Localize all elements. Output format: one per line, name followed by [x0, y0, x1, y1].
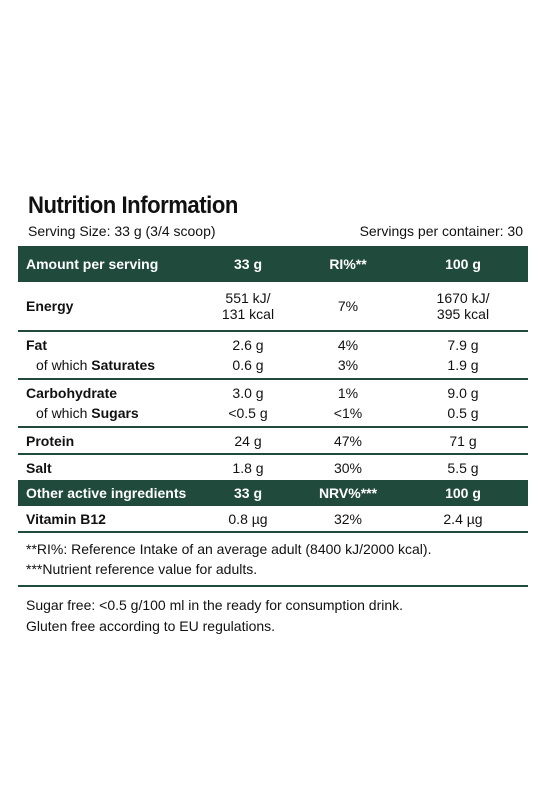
footnote-nrv: ***Nutrient reference value for adults.	[26, 561, 258, 577]
gluten-free-note: Gluten free according to EU regulations.	[26, 618, 276, 634]
fat-per100: 7.9 g	[398, 330, 528, 355]
table-row-carbohydrate: Carbohydrate 3.0 g 1% 9.0 g	[18, 378, 528, 403]
energy-serving: 551 kJ/ 131 kcal	[198, 282, 298, 331]
vitamin-b12-label: Vitamin B12	[18, 506, 198, 533]
table-row-energy: Energy 551 kJ/ 131 kcal 7% 1670 kJ/ 395 …	[18, 282, 528, 331]
fat-ri: 4%	[298, 330, 398, 355]
saturates-label: of which Saturates	[18, 355, 198, 379]
saturates-per100: 1.9 g	[447, 357, 479, 373]
protein-per100: 71 g	[398, 426, 528, 454]
sugars-prefix: of which	[36, 405, 92, 421]
carbohydrate-label: Carbohydrate	[18, 378, 198, 403]
servings-per-container: Servings per container: 30	[359, 223, 523, 239]
table-row-salt: Salt 1.8 g 30% 5.5 g	[18, 453, 528, 480]
header2-serving: 33 g	[198, 480, 298, 506]
footer-notes: Sugar free: <0.5 g/100 ml in the ready f…	[18, 587, 528, 645]
salt-per100: 5.5 g	[398, 453, 528, 480]
sugar-free-note: Sugar free: <0.5 g/100 ml in the ready f…	[26, 597, 404, 613]
vitamin-b12-nrv: 32%	[298, 506, 398, 533]
energy-per100-kcal: 395 kcal	[436, 306, 490, 322]
carbohydrate-ri: 1%	[298, 378, 398, 403]
protein-label: Protein	[18, 426, 198, 454]
fat-serving: 2.6 g	[198, 330, 298, 355]
table-row-protein: Protein 24 g 47% 71 g	[18, 426, 528, 454]
header2-ingredients: Other active ingredients	[18, 480, 198, 506]
header-amount: Amount per serving	[18, 246, 198, 282]
sugars-name: Sugars	[91, 405, 139, 421]
protein-serving: 24 g	[198, 426, 298, 454]
table-row-vitamin-b12: Vitamin B12 0.8 µg 32% 2.4 µg	[18, 506, 528, 533]
sugars-ri: <1%	[333, 405, 363, 421]
footnote-ri: **RI%: Reference Intake of an average ad…	[26, 541, 432, 557]
sugars-label: of which Sugars	[18, 403, 198, 427]
energy-per100-kj: 1670 kJ/	[436, 290, 490, 306]
sugars-per100: 0.5 g	[447, 405, 479, 421]
energy-serving-kcal: 131 kcal	[221, 306, 275, 322]
carbohydrate-serving: 3.0 g	[198, 378, 298, 403]
energy-serving-kj: 551 kJ/	[225, 290, 271, 306]
fat-label: Fat	[18, 330, 198, 355]
salt-ri: 30%	[298, 453, 398, 480]
table-row-fat: Fat 2.6 g 4% 7.9 g	[18, 330, 528, 355]
table-header: Amount per serving 33 g RI%** 100 g	[18, 246, 528, 282]
saturates-name: Saturates	[91, 357, 156, 373]
saturates-prefix: of which	[36, 357, 92, 373]
sugars-serving: <0.5 g	[228, 405, 268, 421]
header-serving: 33 g	[198, 246, 298, 282]
table-row-sugars: of which Sugars <0.5 g <1% 0.5 g	[18, 403, 528, 427]
page-title: Nutrition Information	[28, 192, 238, 219]
vitamin-b12-per100: 2.4 µg	[398, 506, 528, 533]
protein-ri: 47%	[298, 426, 398, 454]
energy-per100: 1670 kJ/ 395 kcal	[398, 282, 528, 331]
nutrition-panel: Nutrition Information Serving Size: 33 g…	[18, 190, 528, 645]
saturates-serving: 0.6 g	[232, 357, 264, 373]
header2-per100: 100 g	[398, 480, 528, 506]
salt-label: Salt	[18, 453, 198, 480]
table-row-saturates: of which Saturates 0.6 g 3% 1.9 g	[18, 355, 528, 379]
saturates-ri: 3%	[337, 357, 359, 373]
energy-label: Energy	[26, 298, 74, 314]
header2-nrv: NRV%***	[298, 480, 398, 506]
carbohydrate-per100: 9.0 g	[398, 378, 528, 403]
energy-ri: 7%	[337, 298, 359, 314]
serving-info: Serving Size: 33 g (3/4 scoop) Servings …	[18, 222, 528, 240]
salt-serving: 1.8 g	[198, 453, 298, 480]
vitamin-b12-serving: 0.8 µg	[198, 506, 298, 533]
footnotes: **RI%: Reference Intake of an average ad…	[18, 533, 528, 587]
serving-size: Serving Size: 33 g (3/4 scoop)	[28, 223, 216, 239]
header-ri: RI%**	[298, 246, 398, 282]
header-per100: 100 g	[398, 246, 528, 282]
nutrition-table: Amount per serving 33 g RI%** 100 g Ener…	[18, 246, 528, 533]
table-header-active: Other active ingredients 33 g NRV%*** 10…	[18, 480, 528, 506]
